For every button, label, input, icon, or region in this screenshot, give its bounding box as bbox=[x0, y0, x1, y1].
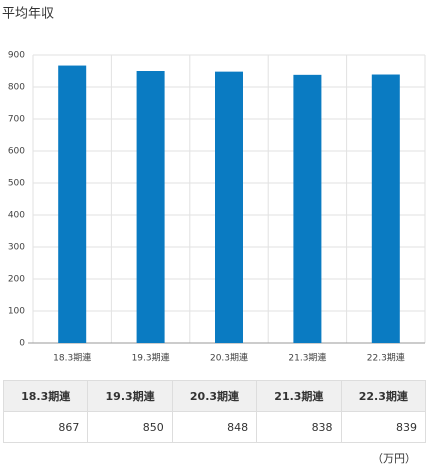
chart: 平均年収 0 100 200 300 400 500 600 700 800 900 18.3期連 1… bbox=[2, 7, 426, 364]
header-row: 18.3期連 19.3期連 20.3期連 21.3期連 22.3期連 bbox=[2, 380, 427, 412]
value-cell: 850 bbox=[87, 411, 173, 443]
y-tick-label: 500 bbox=[8, 179, 25, 189]
value-row: 867 850 848 838 839 bbox=[2, 411, 427, 443]
y-tick-label: 300 bbox=[8, 243, 25, 253]
x-tick-label: 20.3期連 bbox=[210, 352, 248, 364]
header-cell: 20.3期連 bbox=[171, 380, 258, 412]
header-cell: 22.3期連 bbox=[340, 380, 427, 412]
bar bbox=[293, 74, 322, 343]
bar bbox=[371, 74, 400, 344]
unit-note: （万円） bbox=[372, 452, 416, 465]
x-tick-label: 22.3期連 bbox=[367, 352, 405, 364]
x-tick-label: 21.3期連 bbox=[288, 352, 326, 364]
header-cell: 19.3期連 bbox=[87, 380, 173, 412]
header-cell: 18.3期連 bbox=[2, 380, 89, 412]
value-cell: 867 bbox=[2, 411, 89, 443]
value-cell: 848 bbox=[171, 411, 258, 443]
x-tick-label: 18.3期連 bbox=[53, 352, 91, 364]
y-tick-label: 0 bbox=[19, 339, 25, 349]
y-tick-label: 400 bbox=[8, 211, 25, 221]
y-tick-label: 200 bbox=[8, 275, 25, 285]
data-table: 18.3期連 19.3期連 20.3期連 21.3期連 22.3期連 867 850 848… bbox=[2, 380, 427, 443]
bar bbox=[136, 71, 165, 343]
bar bbox=[58, 65, 87, 343]
x-tick-label: 19.3期連 bbox=[132, 352, 170, 364]
header-cell: 21.3期連 bbox=[256, 380, 342, 412]
y-tick-label: 900 bbox=[8, 51, 25, 61]
bar bbox=[215, 71, 243, 343]
y-tick-label: 100 bbox=[8, 307, 25, 317]
value-cell: 838 bbox=[256, 411, 342, 443]
y-tick-label: 700 bbox=[8, 115, 25, 125]
y-tick-label: 600 bbox=[8, 147, 25, 157]
y-tick-label: 800 bbox=[8, 83, 25, 93]
value-cell: 839 bbox=[340, 411, 427, 443]
chart-title: 平均年収 bbox=[2, 7, 54, 22]
